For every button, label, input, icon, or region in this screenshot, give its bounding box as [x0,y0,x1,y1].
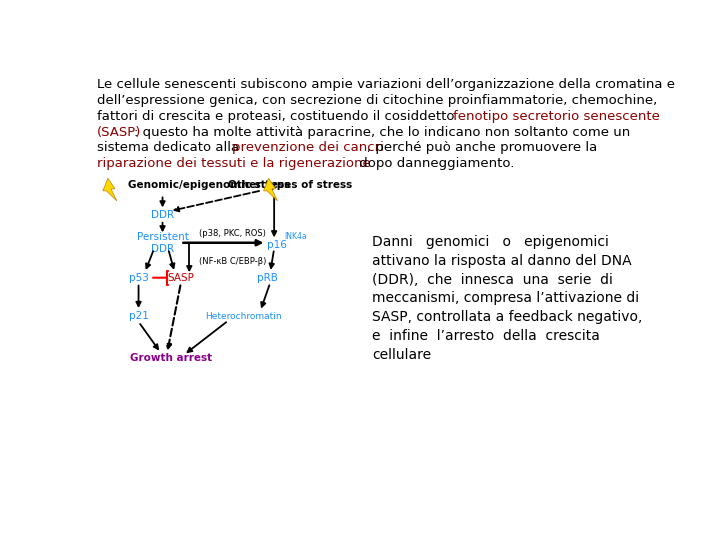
Text: , perché può anche promuovere la: , perché può anche promuovere la [367,141,598,154]
Text: : questo ha molte attività paracrine, che lo indicano non soltanto come un: : questo ha molte attività paracrine, ch… [134,125,630,138]
Text: pRB: pRB [257,273,278,282]
Polygon shape [103,178,117,201]
Text: SASP, controllata a feedback negativo,: SASP, controllata a feedback negativo, [372,310,642,324]
Text: fattori di crescita e proteasi, costituendo il cosiddetto: fattori di crescita e proteasi, costitue… [96,110,459,123]
Text: p21: p21 [129,312,148,321]
Text: Heterochromatin: Heterochromatin [205,312,282,321]
Text: DDR: DDR [151,210,174,220]
Text: (DDR),  che  innesca  una  serie  di: (DDR), che innesca una serie di [372,273,613,287]
Text: p53: p53 [129,273,148,282]
Text: attivano la risposta al danno del DNA: attivano la risposta al danno del DNA [372,254,631,268]
Text: Other types of stress: Other types of stress [228,180,353,191]
Text: prevenzione dei cancri: prevenzione dei cancri [232,141,384,154]
Text: Genomic/epigenomic stress: Genomic/epigenomic stress [128,180,290,191]
Text: sistema dedicato alla: sistema dedicato alla [96,141,243,154]
Text: INK4a: INK4a [284,232,307,241]
Text: dopo danneggiamento.: dopo danneggiamento. [355,157,514,170]
Text: (p38, PKC, ROS): (p38, PKC, ROS) [199,229,266,238]
Text: Le cellule senescenti subiscono ampie variazioni dell’organizzazione della croma: Le cellule senescenti subiscono ampie va… [96,78,675,91]
Text: (SASP): (SASP) [96,125,141,138]
Text: meccanismi, compresa l’attivazione di: meccanismi, compresa l’attivazione di [372,292,639,306]
Text: SASP: SASP [168,273,194,282]
Text: e  infine  l’arresto  della  crescita: e infine l’arresto della crescita [372,329,600,343]
Text: Persistent
DDR: Persistent DDR [137,232,189,254]
Text: dell’espressione genica, con secrezione di citochine proinfiammatorie, chemochin: dell’espressione genica, con secrezione … [96,94,657,107]
Text: fenotipo secretorio senescente: fenotipo secretorio senescente [453,110,660,123]
Text: (NF-κB C/EBP-β): (NF-κB C/EBP-β) [199,256,266,266]
Text: riparazione dei tessuti e la rigenerazione: riparazione dei tessuti e la rigenerazio… [96,157,371,170]
Text: Growth arrest: Growth arrest [130,353,212,363]
Polygon shape [264,178,277,201]
Text: cellulare: cellulare [372,348,431,362]
Text: p16: p16 [267,240,287,250]
Text: Danni   genomici   o   epigenomici: Danni genomici o epigenomici [372,235,608,249]
